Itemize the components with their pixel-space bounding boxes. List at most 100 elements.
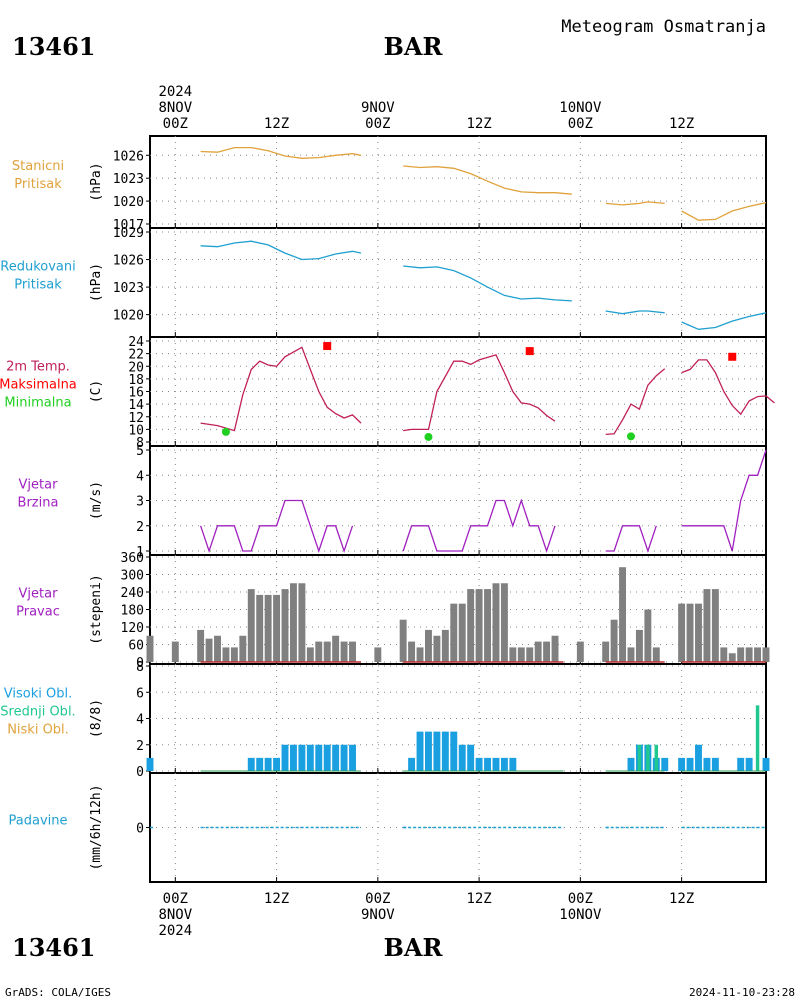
y-tick-label: 2 <box>136 520 144 535</box>
wind-direction-bar <box>602 641 610 662</box>
panel-label: Stanicni <box>12 159 64 174</box>
high-cloud-bar <box>492 757 500 771</box>
panel-label: Srednji Obl. <box>0 705 75 720</box>
y-tick-label: 8 <box>136 660 144 675</box>
time-label-bottom: 8NOV <box>158 907 192 923</box>
y-tick-label: 22 <box>128 348 144 363</box>
y-tick-label: 300 <box>121 569 144 584</box>
high-cloud-bar <box>737 757 745 771</box>
time-label-bottom: 00Z <box>568 891 593 907</box>
wind-direction-bar <box>703 589 711 662</box>
station-name-bottom: BAR <box>384 933 444 962</box>
wind-direction-bar <box>146 635 154 662</box>
y-tick-label: 0 <box>136 822 144 837</box>
tmax-marker <box>728 352 737 361</box>
y-tick-label: 10 <box>128 423 144 438</box>
wind-direction-bar <box>686 603 694 662</box>
high-cloud-bar <box>441 731 449 771</box>
wind-direction-bar <box>635 629 643 662</box>
y-tick-label: 0 <box>136 765 144 780</box>
high-cloud-bar <box>762 757 770 771</box>
high-cloud-bar <box>332 744 340 771</box>
wind-direction-bar <box>484 589 491 662</box>
wind-direction-bar <box>720 647 728 662</box>
time-label-top: 2024 <box>158 84 192 100</box>
high-cloud-bar <box>475 757 483 771</box>
series-line-temperature <box>200 346 362 432</box>
y-tick-label: 8 <box>136 436 144 451</box>
wind-direction-bar <box>517 647 525 662</box>
wind-direction-bar <box>627 647 635 662</box>
high-cloud-bar <box>273 757 281 771</box>
high-cloud-bar <box>256 757 264 771</box>
panel-label: Niski Obl. <box>7 723 69 738</box>
high-cloud-bar <box>340 744 348 771</box>
high-cloud-bar <box>281 744 289 771</box>
time-label-bottom: 12Z <box>669 891 694 907</box>
high-cloud-bar <box>686 757 694 771</box>
series-line-reduced_pressure <box>605 310 665 315</box>
time-label-bottom: 2024 <box>158 923 192 939</box>
y-tick-label: 18 <box>128 373 144 388</box>
wind-direction-bar <box>197 629 205 662</box>
time-label-top: 00Z <box>163 116 188 132</box>
wind-direction-bar <box>214 635 221 662</box>
wind-direction-bar <box>323 641 331 662</box>
panel-label: Maksimalna <box>0 378 77 393</box>
high-cloud-bar <box>703 757 711 771</box>
wind-direction-bar <box>492 583 500 662</box>
wind-direction-bar <box>289 583 297 662</box>
high-cloud-bar <box>661 757 669 771</box>
tmin-marker <box>424 432 433 441</box>
wind-direction-bar <box>509 647 517 662</box>
time-label-bottom: 12Z <box>466 891 491 907</box>
unit-label: (C) <box>89 380 104 403</box>
series-line-reduced_pressure <box>681 312 767 330</box>
station-id-bottom: 13461 <box>12 933 96 962</box>
high-cloud-bar <box>264 757 272 771</box>
series-line-reduced_pressure <box>200 240 362 261</box>
wind-direction-bar <box>619 567 627 662</box>
wind-direction-bar <box>745 647 753 662</box>
wind-direction-bar <box>441 629 449 662</box>
panel-label: Padavine <box>9 814 68 829</box>
panel-label: Visoki Obl. <box>4 687 72 702</box>
tmax-marker <box>525 347 534 356</box>
wind-direction-bar <box>695 603 702 662</box>
wind-direction-bar <box>416 647 424 662</box>
high-cloud-bar <box>467 744 475 771</box>
wind-direction-bar <box>678 603 686 662</box>
wind-direction-bar <box>458 603 466 662</box>
high-cloud-bar <box>458 744 466 771</box>
wind-direction-bar <box>644 609 652 662</box>
high-cloud-bar <box>416 731 424 771</box>
series-line-station_pressure <box>605 201 665 206</box>
y-tick-label: 180 <box>121 604 144 619</box>
series-line-wind_speed <box>605 525 657 554</box>
wind-direction-bar <box>205 638 213 662</box>
wind-direction-bar <box>467 589 475 662</box>
series-line-reduced_pressure <box>403 265 572 302</box>
series-line-temperature <box>403 354 556 432</box>
wind-direction-bar <box>247 589 255 662</box>
panel-label: 2m Temp. <box>6 360 70 375</box>
meteogram-title: Meteogram Osmatranja <box>561 17 766 37</box>
mid-cloud-bar <box>755 705 760 771</box>
panel-label: Pritisak <box>14 278 62 293</box>
wind-direction-bar <box>399 619 407 662</box>
panel-frame-temperature <box>149 336 767 447</box>
high-cloud-bar <box>408 757 416 771</box>
wind-direction-bar <box>576 641 584 662</box>
y-tick-label: 1023 <box>113 281 144 296</box>
time-label-top: 00Z <box>365 116 390 132</box>
wind-direction-bar <box>256 594 264 662</box>
unit-label: (m/s) <box>89 481 104 520</box>
y-tick-label: 5 <box>136 444 144 459</box>
wind-direction-bar <box>652 647 660 662</box>
series-line-wind_speed <box>199 499 354 554</box>
y-tick-label: 1 <box>136 545 144 560</box>
wind-direction-bar <box>728 653 736 662</box>
high-cloud-bar <box>323 744 331 771</box>
mid-cloud-bar <box>654 744 659 771</box>
